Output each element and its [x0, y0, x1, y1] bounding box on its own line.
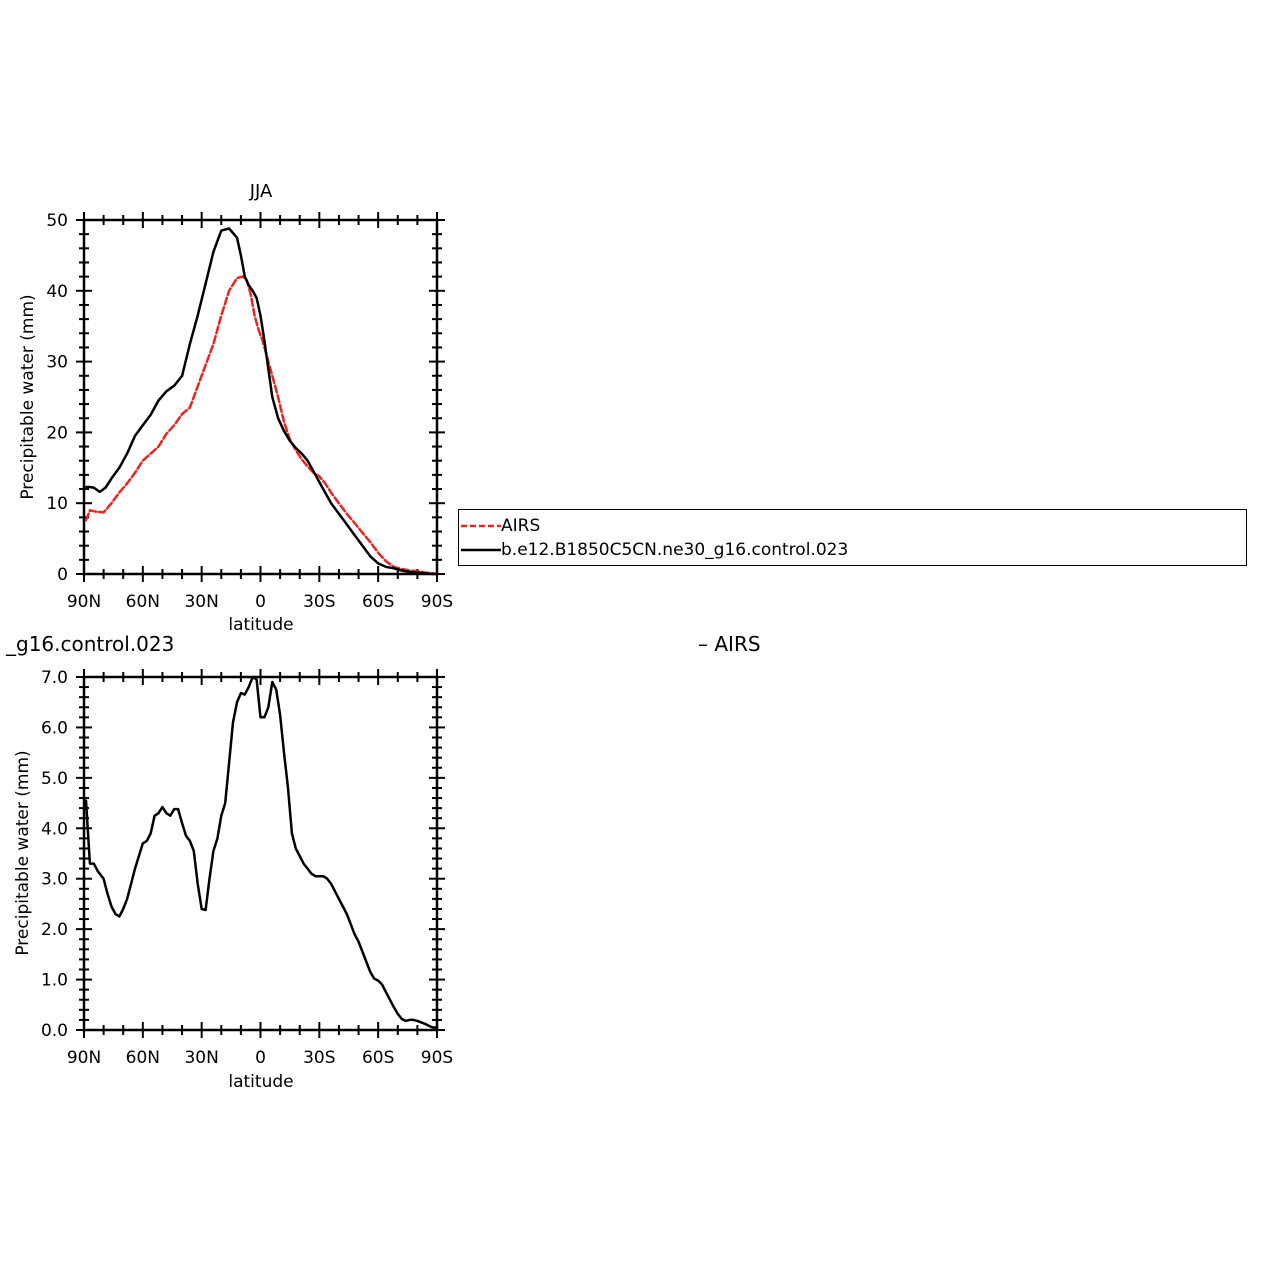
top-y-tick-label: 50 — [46, 211, 68, 231]
top-y-tick-label: 20 — [46, 423, 68, 443]
top-x-tick-label: 90S — [421, 592, 453, 612]
bottom-y-tick-label: 6.0 — [41, 718, 68, 738]
bottom-panel-title-left: _g16.control.023 — [6, 632, 175, 656]
top-x-tick-label: 60S — [362, 592, 394, 612]
bottom-panel: 90N 60N 30N 0 30S 60S 90S 0.0 1.0 2.0 3.0 4.0 5.0 6.0… — [13, 668, 453, 1092]
top-x-tick-label: 90N — [67, 592, 101, 612]
bottom-x-tick-label: 0 — [255, 1048, 266, 1068]
top-x-tick-label: 0 — [255, 592, 266, 612]
top-y-tick-label: 10 — [46, 494, 68, 514]
top-x-tick-label: 30N — [184, 592, 218, 612]
top-panel: JJA 90N 60N 30N 0 30S 60S 90S 0 10 20 30 40 50 latit… — [18, 181, 453, 635]
legend-swatch-model — [461, 548, 501, 552]
bottom-x-tick-label: 60S — [362, 1048, 394, 1068]
top-series-line-airs — [84, 275, 439, 576]
legend-item-airs: AIRS — [459, 514, 1239, 538]
bottom-plot-frame — [82, 675, 439, 1032]
legend: AIRS b.e12.B1850C5CN.ne30_g16.control.02… — [458, 509, 1247, 566]
bottom-y-tick-label: 4.0 — [41, 819, 68, 839]
legend-swatch-airs — [461, 524, 501, 528]
bottom-y-tick-label: 1.0 — [41, 971, 68, 991]
bottom-series-line-difference — [84, 675, 439, 1029]
top-y-tick-label: 0 — [57, 565, 68, 585]
bottom-x-tick-label: 30S — [303, 1048, 335, 1068]
top-x-tick-label: 60N — [126, 592, 160, 612]
bottom-x-tick-label: 60N — [126, 1048, 160, 1068]
top-panel-title: JJA — [249, 181, 273, 202]
top-y-tick-label: 40 — [46, 282, 68, 302]
bottom-y-tick-label: 7.0 — [41, 668, 68, 688]
bottom-x-tick-label: 90N — [67, 1048, 101, 1068]
top-x-tick-label: 30S — [303, 592, 335, 612]
top-plot-frame — [82, 218, 439, 576]
bottom-y-tick-label: 3.0 — [41, 870, 68, 890]
bottom-y-tick-label: 5.0 — [41, 769, 68, 789]
top-y-axis-label: Precipitable water (mm) — [18, 294, 38, 499]
bottom-y-tick-label: 2.0 — [41, 920, 68, 940]
bottom-x-tick-label: 90S — [421, 1048, 453, 1068]
top-plot-area: 90N 60N 30N 0 30S 60S 90S 0 10 20 30 40 50 — [46, 211, 453, 612]
legend-item-model: b.e12.B1850C5CN.ne30_g16.control.023 — [459, 538, 1239, 562]
bottom-x-tick-label: 30N — [184, 1048, 218, 1068]
top-x-axis-label: latitude — [228, 615, 293, 635]
top-y-tick-label: 30 — [46, 353, 68, 373]
bottom-y-tick-label: 0.0 — [41, 1021, 68, 1041]
legend-label-model: b.e12.B1850C5CN.ne30_g16.control.023 — [501, 540, 849, 560]
top-series-line-model — [82, 227, 439, 576]
bottom-x-axis-label: latitude — [228, 1072, 293, 1092]
legend-label-airs: AIRS — [501, 516, 541, 536]
bottom-plot-area: 90N 60N 30N 0 30S 60S 90S 0.0 1.0 2.0 3.0 4.0 5.0 6.0… — [41, 668, 453, 1068]
bottom-panel-title-right: – AIRS — [698, 632, 761, 656]
bottom-y-axis-label: Precipitable water (mm) — [13, 750, 33, 955]
